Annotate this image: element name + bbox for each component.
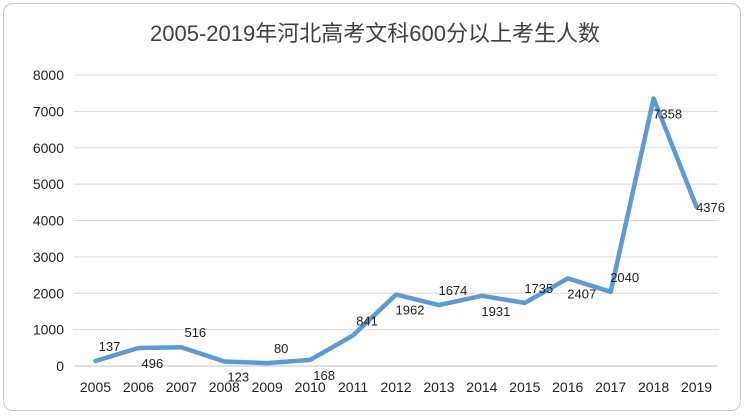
data-point [94, 360, 96, 362]
y-tick-label: 8000 [33, 67, 64, 83]
data-labels: 137 496 516 123 80 168 841 1962 1674 1931 1735 2407… [99, 106, 725, 384]
y-tick-label: 1000 [33, 322, 64, 338]
x-tick-label: 2006 [123, 379, 154, 395]
data-label: 496 [142, 356, 164, 371]
data-label: 1931 [481, 304, 510, 319]
x-tick-label: 2008 [209, 379, 240, 395]
data-point [481, 295, 483, 297]
x-tick-label: 2013 [423, 379, 454, 395]
data-label: 1962 [396, 303, 425, 318]
data-point [653, 97, 655, 99]
x-axis-ticks: 2005 2006 2007 2008 2009 2010 2011 2012 2013 2014… [80, 379, 712, 395]
x-tick-label: 2019 [681, 379, 712, 395]
data-point [223, 361, 225, 363]
data-point [610, 291, 612, 293]
chart-frame [3, 3, 741, 411]
y-tick-label: 0 [56, 358, 64, 374]
x-tick-label: 2012 [380, 379, 411, 395]
data-label: 80 [274, 341, 288, 356]
data-label: 516 [184, 325, 206, 340]
data-label: 137 [99, 339, 121, 354]
data-label: 841 [356, 313, 378, 328]
x-tick-label: 2018 [638, 379, 669, 395]
data-label: 123 [227, 370, 249, 385]
y-tick-label: 3000 [33, 249, 64, 265]
chart-title: 2005-2019年河北高考文科600分以上考生人数 [150, 21, 600, 46]
y-tick-label: 5000 [33, 176, 64, 192]
data-point [180, 346, 182, 348]
data-label: 1735 [524, 281, 553, 296]
data-point [309, 359, 311, 361]
data-label: 168 [313, 368, 335, 383]
data-label: 2040 [610, 270, 639, 285]
x-tick-label: 2011 [338, 379, 368, 395]
data-label: 2407 [567, 286, 596, 301]
series-layer [93, 96, 699, 366]
x-tick-label: 2015 [509, 379, 540, 395]
data-point [438, 304, 440, 306]
grid-lines [74, 74, 718, 367]
data-point [567, 277, 569, 279]
data-point [266, 362, 268, 364]
data-point [352, 334, 354, 336]
x-tick-label: 2017 [595, 379, 626, 395]
x-tick-label: 2007 [166, 379, 197, 395]
x-tick-label: 2014 [466, 379, 497, 395]
data-label: 1674 [438, 283, 467, 298]
x-tick-label: 2005 [80, 379, 111, 395]
data-label: 4376 [696, 200, 725, 215]
data-point [524, 302, 526, 304]
data-point [137, 347, 139, 349]
x-tick-label: 2010 [295, 379, 326, 395]
y-tick-label: 7000 [33, 103, 64, 119]
data-point [395, 294, 397, 296]
x-tick-label: 2009 [252, 379, 283, 395]
y-tick-label: 2000 [33, 285, 64, 301]
data-point [696, 206, 698, 208]
y-tick-label: 6000 [33, 140, 64, 156]
y-axis-ticks: 0 1000 2000 3000 4000 5000 6000 7000 8000 [33, 67, 64, 374]
x-tick-label: 2016 [552, 379, 583, 395]
y-tick-label: 4000 [33, 213, 64, 229]
data-label: 7358 [653, 106, 682, 121]
series-line [93, 96, 699, 366]
